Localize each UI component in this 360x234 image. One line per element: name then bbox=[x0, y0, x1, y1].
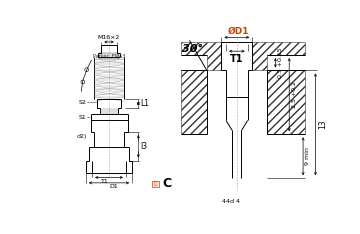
Bar bbox=[99, 54, 119, 59]
Text: T1: T1 bbox=[230, 54, 244, 64]
Text: M16×2: M16×2 bbox=[98, 35, 120, 40]
Text: 13: 13 bbox=[318, 120, 327, 129]
Text: L1: L1 bbox=[140, 99, 149, 108]
Text: D1: D1 bbox=[109, 184, 118, 189]
Text: ØD1: ØD1 bbox=[228, 27, 249, 36]
Text: Parker  EMA3: Parker EMA3 bbox=[93, 54, 125, 59]
Text: S1: S1 bbox=[79, 115, 87, 120]
Text: 30°: 30° bbox=[182, 44, 203, 54]
Text: 2.5 +0.2: 2.5 +0.2 bbox=[292, 81, 297, 108]
Text: C: C bbox=[162, 177, 171, 190]
Text: 9 min: 9 min bbox=[305, 147, 310, 165]
Text: d2): d2) bbox=[76, 134, 87, 139]
Bar bbox=[152, 181, 159, 187]
Text: 图: 图 bbox=[154, 181, 157, 186]
Text: 44d 4: 44d 4 bbox=[222, 199, 240, 204]
Text: S2: S2 bbox=[79, 99, 87, 105]
Text: T1: T1 bbox=[100, 179, 108, 184]
Text: 0.5 +0.15: 0.5 +0.15 bbox=[278, 48, 283, 78]
Text: l3: l3 bbox=[140, 142, 147, 151]
